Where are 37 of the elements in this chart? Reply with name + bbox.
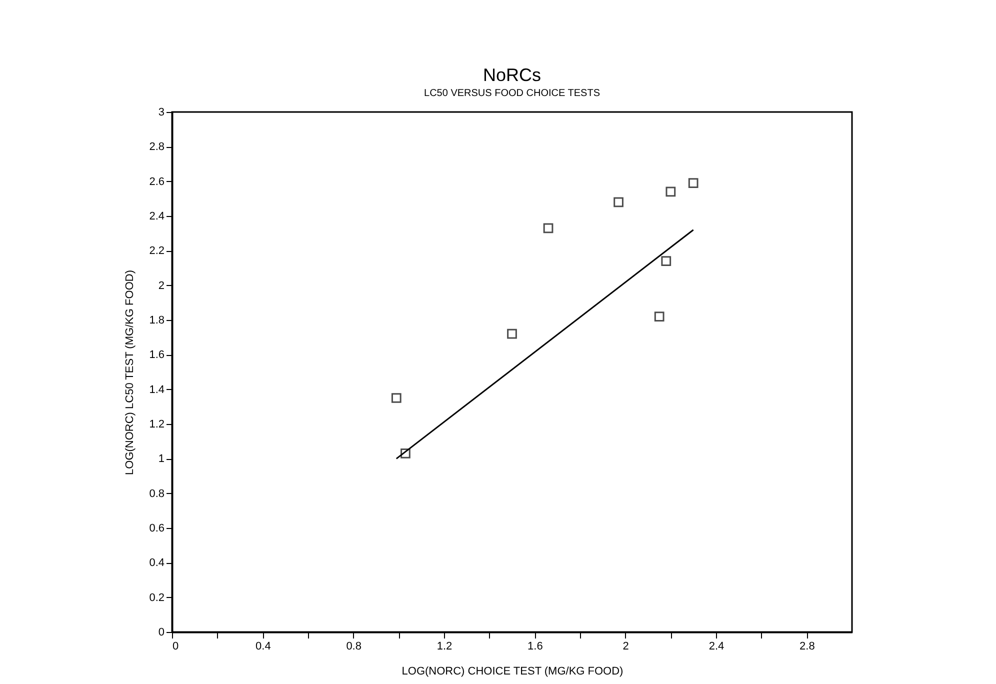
y-tick-label: 0.8 xyxy=(149,488,164,500)
y-tick-label: 1.4 xyxy=(149,384,164,396)
chart-title: NoRCs xyxy=(482,65,542,85)
point xyxy=(661,256,672,266)
x-tick-label: 0 xyxy=(172,640,179,652)
x-tick-label: 2 xyxy=(622,640,629,652)
point xyxy=(614,197,624,208)
point xyxy=(654,312,664,322)
point xyxy=(688,178,698,188)
x-tick-label: 0.4 xyxy=(256,640,271,652)
point xyxy=(391,393,402,403)
x-tick-label: 2.4 xyxy=(708,640,724,652)
y-tick-label: 1.2 xyxy=(149,418,164,430)
y-tick-label: 0.6 xyxy=(149,522,164,534)
y-tick-label: 2.2 xyxy=(149,245,164,258)
x-axis-title: LOG(NORC) CHOICE TEST (MG/KG FOOD) xyxy=(402,666,624,678)
x-tick-label: 0.8 xyxy=(346,640,362,652)
y-tick-label: 0.2 xyxy=(149,592,164,604)
x-tick-label: 1.6 xyxy=(528,640,543,652)
x-tick-label: 2.8 xyxy=(800,640,815,652)
y-tick-label: 2.4 xyxy=(149,210,164,222)
point xyxy=(666,186,676,197)
y-tick-label: 1.8 xyxy=(149,314,164,326)
y-tick-label: 0.4 xyxy=(149,557,164,570)
point xyxy=(400,448,410,458)
y-tick-label: 3 xyxy=(158,106,164,118)
point xyxy=(507,328,517,339)
y-tick-label: 1 xyxy=(158,453,164,466)
y-tick-label: 2 xyxy=(158,280,164,292)
point xyxy=(543,223,554,234)
y-tick-label: 1.6 xyxy=(149,349,164,362)
chart-subtitle: LC50 VERSUS FOOD CHOICE TESTS xyxy=(424,88,600,99)
y-tick-label: 2.6 xyxy=(149,176,164,188)
y-axis-title: LOG(NORC) LC50 TEST (MG/KG FOOD) xyxy=(124,270,136,475)
x-tick-label: 1.2 xyxy=(436,640,452,652)
y-tick-label: 0 xyxy=(158,626,164,638)
y-tick-label: 2.8 xyxy=(149,141,164,154)
